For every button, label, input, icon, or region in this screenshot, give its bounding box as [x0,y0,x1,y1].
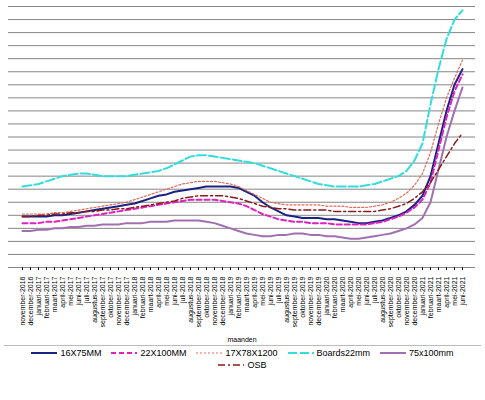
svg-text:september-2019: september-2019 [291,276,299,327]
svg-text:december-2020: december-2020 [411,276,418,325]
svg-text:december-2019: december-2019 [315,276,322,325]
svg-text:augustus-2020: augustus-2020 [379,276,387,322]
html-text:75x100mm: 75x100mm [409,348,454,358]
svg-text:februari-2017: februari-2017 [43,276,50,318]
svg-text:maart-2021: maart-2021 [435,276,442,312]
svg-text:juni-2017: juni-2017 [75,276,83,306]
svg-text:maart-2019: maart-2019 [243,276,250,312]
svg-text:december-2018: december-2018 [219,276,226,325]
svg-text:maart-2017: maart-2017 [51,276,58,312]
svg-text:november-2016: november-2016 [19,276,26,325]
svg-text:september-2017: september-2017 [99,276,107,327]
svg-text:mei-2019: mei-2019 [259,276,266,305]
svg-text:januari-2019: januari-2019 [227,276,235,316]
svg-text:maart-2020: maart-2020 [339,276,346,312]
svg-text:juli-2020: juli-2020 [371,276,379,304]
svg-text:september-2018: september-2018 [195,276,203,327]
svg-text:april-2020: april-2020 [347,276,355,307]
svg-text:oktober-2017: oktober-2017 [107,276,114,317]
svg-text:januari-2020: januari-2020 [323,276,331,316]
svg-text:november-2017: november-2017 [115,276,122,325]
html-text:22X100MM: 22X100MM [140,348,187,358]
svg-text:september-2020: september-2020 [387,276,395,327]
svg-text:mei-2020: mei-2020 [355,276,362,305]
svg-text:april-2018: april-2018 [155,276,163,307]
svg-text:juli-2019: juli-2019 [275,276,283,304]
svg-text:april-2021: april-2021 [443,276,451,307]
svg-text:mei-2018: mei-2018 [163,276,170,305]
svg-text:augustus-2017: augustus-2017 [91,276,99,322]
svg-text:juni-2021: juni-2021 [459,276,467,306]
svg-text:januari-2017: januari-2017 [35,276,43,316]
svg-text:februari-2018: februari-2018 [139,276,146,318]
svg-text:april-2017: april-2017 [59,276,67,307]
svg-text:juni-2018: juni-2018 [171,276,179,306]
svg-text:december-2016: december-2016 [27,276,34,325]
svg-text:februari-2020: februari-2020 [331,276,338,318]
svg-text:februari-2021: februari-2021 [427,276,434,318]
svg-text:april-2019: april-2019 [251,276,259,307]
svg-text:juni-2019: juni-2019 [267,276,275,306]
svg-text:oktober-2019: oktober-2019 [299,276,306,317]
svg-text:maart-2018: maart-2018 [147,276,154,312]
html-text:OSB: OSB [247,360,267,370]
svg-text:juni-2020: juni-2020 [363,276,371,306]
svg-text:januari-2018: januari-2018 [131,276,139,316]
svg-text:juli-2017: juli-2017 [83,276,91,304]
svg-text:december-2017: december-2017 [123,276,130,325]
svg-text:november-2019: november-2019 [307,276,314,325]
svg-text:augustus-2018: augustus-2018 [187,276,195,322]
html-text:17X78X1200: 17X78X1200 [225,348,278,358]
svg-text:november-2020: november-2020 [403,276,410,325]
html-text:16X75MM: 16X75MM [60,348,102,358]
svg-text:maanden: maanden [227,336,256,343]
svg-text:juli-2018: juli-2018 [179,276,187,304]
svg-text:mei-2021: mei-2021 [451,276,458,305]
svg-text:mei-2017: mei-2017 [67,276,74,305]
html-text:Boards22mm: Boards22mm [316,348,371,358]
svg-text:augustus-2019: augustus-2019 [283,276,291,322]
svg-text:januari-2021: januari-2021 [419,276,427,316]
svg-text:oktober-2018: oktober-2018 [203,276,210,317]
svg-text:november-2018: november-2018 [211,276,218,325]
svg-text:oktober-2020: oktober-2020 [395,276,402,317]
svg-text:februari-2019: februari-2019 [235,276,242,318]
